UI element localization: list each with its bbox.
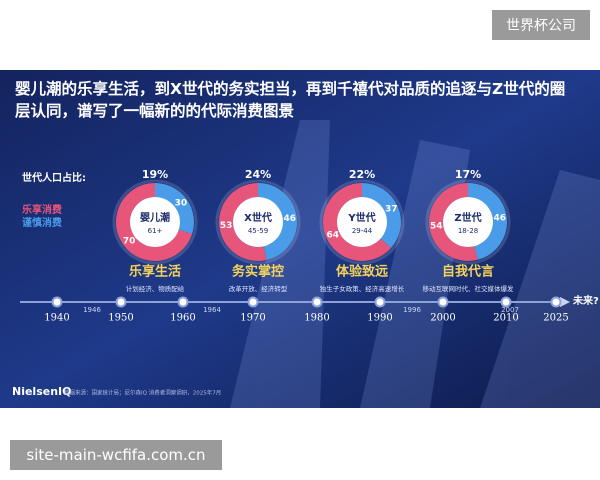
enjoy-segment bbox=[219, 183, 267, 261]
donut-center bbox=[130, 197, 180, 247]
donut-halo bbox=[319, 179, 405, 265]
timeline-node bbox=[177, 296, 189, 308]
timeline-arrow bbox=[560, 297, 570, 307]
population-share: 17% bbox=[455, 168, 481, 181]
enjoy-value: 70 bbox=[123, 236, 136, 246]
donut-halo bbox=[112, 179, 198, 265]
generation-name: 婴儿潮 bbox=[140, 211, 170, 224]
generation-ages: 29-44 bbox=[352, 227, 373, 235]
timeline-year: 2000 bbox=[430, 313, 455, 324]
generation-heading: 自我代言 bbox=[442, 264, 494, 280]
generation-ages: 45-59 bbox=[248, 227, 268, 235]
timeline-split-year: 2007 bbox=[501, 306, 519, 314]
generation-name: Z世代 bbox=[454, 211, 481, 224]
donut-halo bbox=[215, 179, 301, 265]
timeline-node bbox=[115, 296, 127, 308]
generation-context: 移动互联网时代、社交媒体爆发 bbox=[423, 284, 515, 293]
generation-context: 计划经济、物质配给 bbox=[126, 284, 185, 293]
generation-context: 独生子女政策、经济高速增长 bbox=[320, 284, 405, 293]
enjoy-value: 53 bbox=[220, 221, 233, 231]
share-label: 世代人口占比: bbox=[22, 171, 86, 184]
generation-name: X世代 bbox=[244, 211, 272, 224]
brand: NielsenIQ bbox=[12, 385, 72, 398]
timeline-split-year: 1946 bbox=[83, 306, 101, 314]
timeline-split-year: 1996 bbox=[403, 306, 421, 314]
timeline-node bbox=[311, 296, 323, 308]
population-share: 24% bbox=[245, 168, 271, 181]
enjoy-value: 54 bbox=[430, 222, 443, 232]
generation-heading: 体验致远 bbox=[336, 264, 388, 280]
cautious-segment bbox=[154, 183, 194, 235]
timeline-year: 2010 bbox=[493, 313, 518, 324]
legend-entry: 谨慎消费 bbox=[22, 216, 62, 229]
timeline-node bbox=[51, 296, 63, 308]
timeline-year: 1980 bbox=[304, 313, 329, 324]
generation-heading: 乐享生活 bbox=[129, 264, 181, 280]
timeline-year: 1960 bbox=[170, 313, 195, 324]
donut-center bbox=[443, 197, 493, 247]
timeline-year: 1990 bbox=[367, 313, 392, 324]
cautious-value: 30 bbox=[175, 199, 188, 209]
generation-heading: 务实掌控 bbox=[232, 264, 284, 280]
timeline-year: 2025 bbox=[543, 313, 568, 324]
generation-name: Y世代 bbox=[347, 211, 375, 224]
cautious-value: 46 bbox=[493, 213, 506, 223]
donut-center bbox=[337, 197, 387, 247]
cautious-value: 46 bbox=[284, 214, 297, 224]
title: 婴儿潮的乐享生活，到X世代的务实担当，再到千禧代对品质的追逐与Z世代的圈层认同，… bbox=[15, 80, 566, 120]
legend-entry: 乐享消费 bbox=[22, 203, 62, 216]
enjoy-segment bbox=[116, 183, 193, 261]
source-note: 数据来源：国家统计局；尼尔森IQ 消费者洞察调研，2025年7月 bbox=[64, 389, 221, 397]
generation-context: 改革开放、经济转型 bbox=[229, 284, 288, 293]
timeline-year: 1970 bbox=[240, 313, 265, 324]
cautious-segment bbox=[467, 183, 507, 260]
generation-ages: 61+ bbox=[148, 227, 163, 235]
timeline-node bbox=[550, 296, 562, 308]
population-share: 22% bbox=[349, 168, 375, 181]
timeline-year: 1940 bbox=[44, 313, 69, 324]
timeline-year: 1950 bbox=[108, 313, 133, 324]
enjoy-segment bbox=[323, 183, 392, 261]
donut-halo bbox=[425, 179, 511, 265]
generation-ages: 18-28 bbox=[458, 227, 478, 235]
enjoy-value: 64 bbox=[327, 231, 340, 241]
timeline-node bbox=[247, 296, 259, 308]
building-decoration bbox=[230, 120, 600, 408]
donut-center bbox=[233, 197, 283, 247]
url-label: site-main-wcfifa.com.cn bbox=[10, 440, 222, 470]
timeline-node bbox=[437, 296, 449, 308]
timeline-split-year: 1964 bbox=[203, 306, 221, 314]
timeline-future: 未来? bbox=[572, 294, 599, 307]
cautious-segment bbox=[361, 183, 401, 249]
cautious-segment bbox=[257, 183, 297, 261]
timeline-node bbox=[374, 296, 386, 308]
population-share: 19% bbox=[142, 168, 168, 181]
cautious-value: 37 bbox=[385, 204, 398, 214]
enjoy-segment bbox=[429, 183, 478, 261]
watermark: 世界杯公司 bbox=[492, 10, 590, 40]
timeline-node bbox=[500, 296, 512, 308]
